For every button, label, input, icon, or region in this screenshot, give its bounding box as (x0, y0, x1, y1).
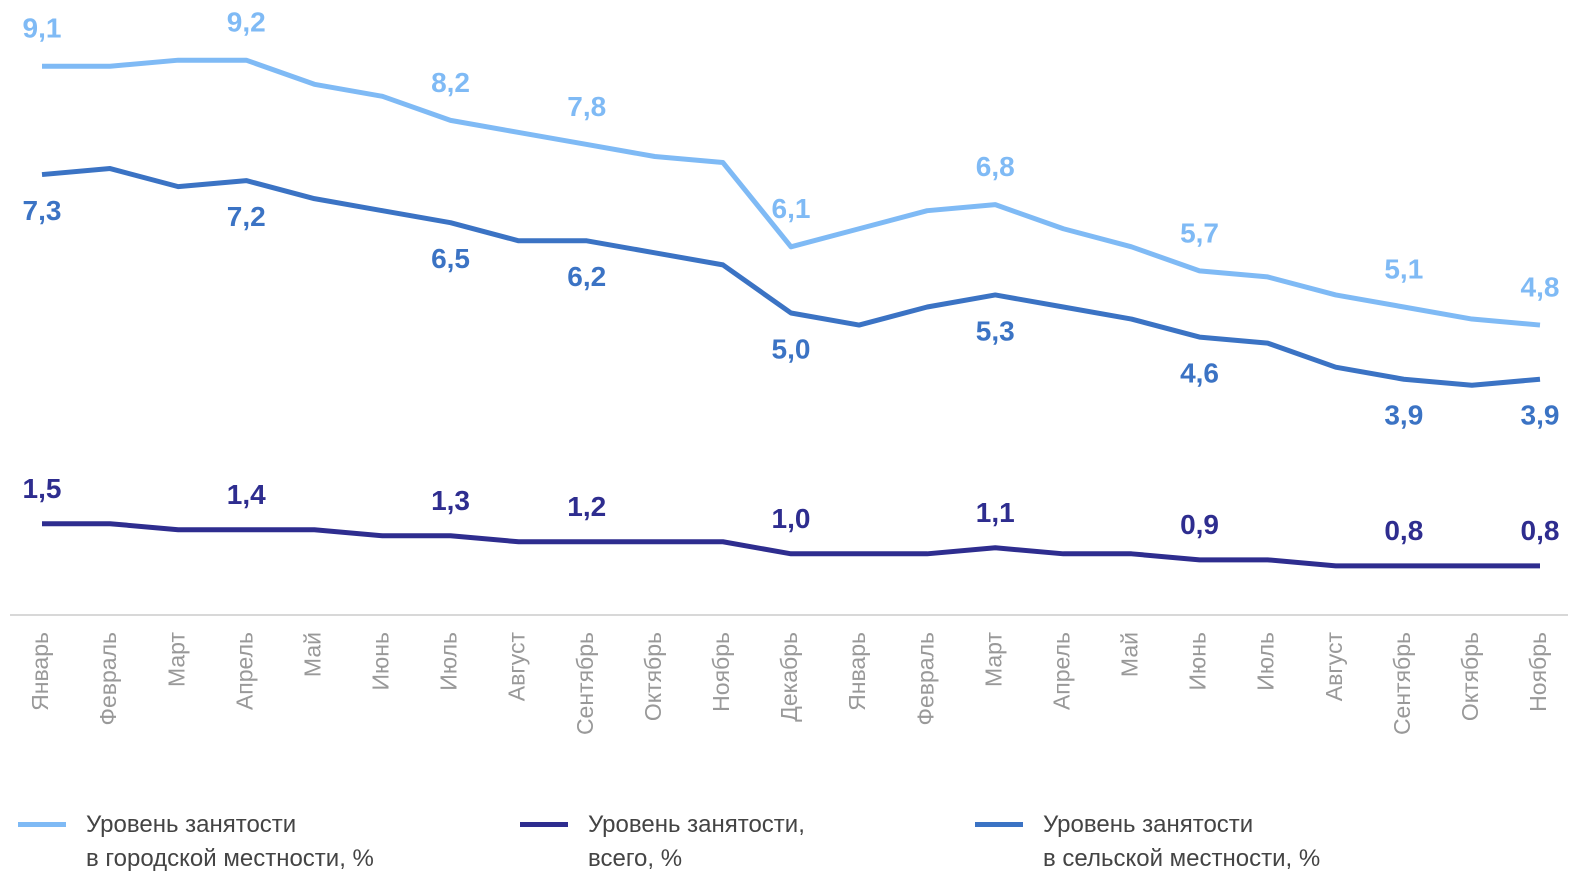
x-tick-label: Июль (1253, 632, 1279, 691)
legend-swatch (18, 822, 66, 827)
value-label: 8,2 (431, 67, 470, 98)
legend-item: Уровень занятости, всего, % (520, 808, 805, 876)
value-label: 5,0 (772, 333, 811, 364)
value-label: 4,6 (1180, 357, 1219, 388)
value-label: 7,8 (567, 91, 606, 122)
value-label: 5,3 (976, 315, 1015, 346)
x-tick-label: Январь (844, 632, 870, 711)
series-line (42, 57, 1541, 328)
x-tick-label: Сентябрь (1389, 632, 1415, 735)
x-tick-label: Март (163, 632, 189, 687)
value-label: 7,3 (23, 195, 62, 226)
legend-item: Уровень занятости в городской местности,… (18, 808, 374, 876)
x-tick-label: Июнь (368, 632, 394, 690)
x-tick-label: Февраль (912, 632, 938, 725)
x-tick-label: Апрель (1048, 632, 1074, 710)
legend-item: Уровень занятости в сельской местности, … (975, 808, 1320, 876)
value-label: 6,8 (976, 151, 1015, 182)
value-label: 1,3 (431, 485, 470, 516)
value-label: 0,8 (1384, 515, 1423, 546)
x-tick-label: Апрель (231, 632, 257, 710)
legend-swatch (520, 822, 568, 827)
x-tick-label: Май (1117, 632, 1143, 677)
value-label: 9,2 (227, 7, 266, 38)
value-label: 9,1 (23, 13, 62, 44)
value-label: 5,1 (1384, 253, 1423, 284)
x-tick-label: Ноябрь (1525, 632, 1551, 712)
value-label: 0,8 (1521, 515, 1560, 546)
x-tick-label: Июнь (1185, 632, 1211, 690)
value-label: 6,1 (772, 193, 811, 224)
value-label: 1,2 (567, 491, 606, 522)
value-label: 4,8 (1521, 271, 1560, 302)
x-tick-label: Сентябрь (572, 632, 598, 735)
value-label: 1,4 (227, 479, 266, 510)
x-tick-label: Февраль (95, 632, 121, 725)
value-label: 6,5 (431, 243, 470, 274)
x-tick-label: Июль (436, 632, 462, 691)
x-tick-label: Август (1321, 632, 1347, 702)
value-label: 3,9 (1384, 400, 1423, 431)
value-label: 1,5 (23, 473, 62, 504)
value-label: 3,9 (1521, 400, 1560, 431)
legend-label: Уровень занятости в городской местности,… (86, 811, 374, 872)
x-tick-label: Ноябрь (708, 632, 734, 712)
x-tick-label: Август (504, 632, 530, 702)
value-label: 1,0 (772, 503, 811, 534)
value-label: 1,1 (976, 497, 1015, 528)
x-tick-label: Октябрь (1457, 632, 1483, 721)
series-line (41, 166, 1541, 388)
value-label: 5,7 (1180, 217, 1219, 248)
series-line (42, 521, 1540, 569)
x-tick-label: Май (299, 632, 325, 677)
value-label: 6,2 (567, 261, 606, 292)
value-label: 0,9 (1180, 509, 1219, 540)
x-tick-label: Октябрь (640, 632, 666, 721)
legend-swatch (975, 822, 1023, 827)
x-tick-label: Январь (27, 632, 53, 711)
x-tick-label: Март (980, 632, 1006, 687)
value-label: 7,2 (227, 201, 266, 232)
legend-label: Уровень занятости в сельской местности, … (1043, 811, 1321, 872)
legend-label: Уровень занятости, всего, % (588, 811, 805, 872)
x-tick-label: Декабрь (776, 632, 802, 722)
